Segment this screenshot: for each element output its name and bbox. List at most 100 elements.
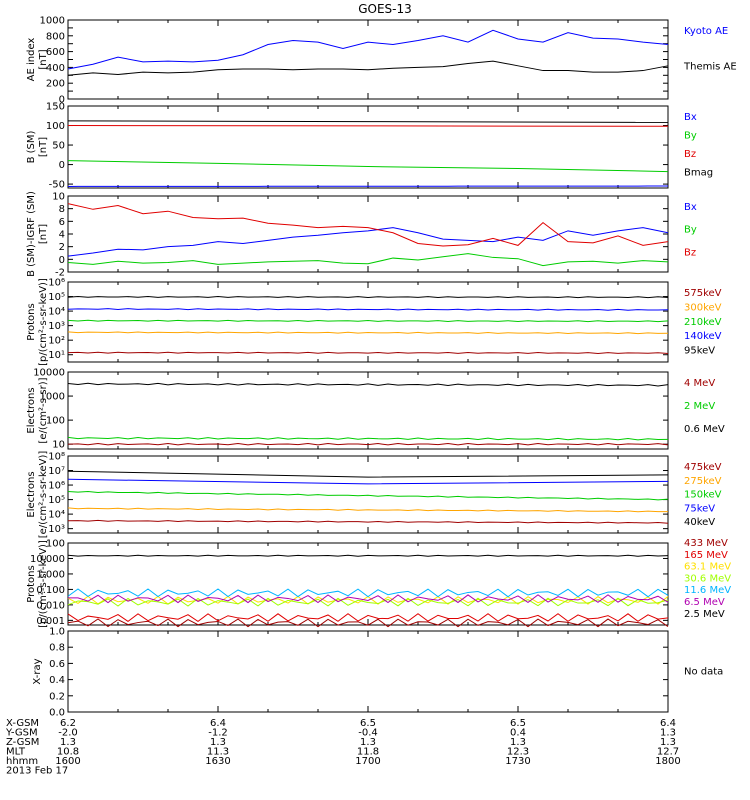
y-tick-label: 2 (59, 242, 65, 253)
y-tick-label: 1.0 (49, 627, 65, 638)
y-tick-label: -50 (49, 180, 65, 191)
ephemeris-value: 12.7 (657, 747, 679, 758)
series-line-By (67, 253, 669, 267)
ephemeris-footer: X-GSM 6.2 6.4 6.5 6.5 6.4 Y-GSM -2.0 -1.2 -0.4 0.4… (5, 718, 681, 777)
y-tick-label: 10⁴ (48, 510, 65, 521)
ephemeris-value: 1600 (55, 756, 80, 767)
series-line-300keV (67, 331, 669, 335)
ephemeris-value: 1800 (655, 756, 680, 767)
legend-entry: 75keV (684, 503, 715, 514)
ephemeris-value: 0.4 (510, 728, 526, 739)
series-line-275keV (67, 507, 669, 513)
y-tick-label: 100 (46, 416, 65, 427)
y-tick-label: 10³ (48, 524, 65, 535)
ephemeris-value: 1.3 (60, 737, 76, 748)
legend-entry: 30.6 MeV (684, 573, 731, 584)
y-tick-label: 1.000 (36, 569, 65, 580)
ephemeris-row-label: MLT (6, 747, 26, 758)
y-tick-label: 1000 (40, 16, 65, 27)
y-axis-label: [p/(cm²-s-sr-keV)] (38, 540, 49, 628)
y-tick-label: 10 (52, 440, 65, 451)
y-tick-label: 6 (59, 217, 65, 228)
y-tick-label: 8 (59, 204, 65, 215)
y-tick-label: 10⁵ (48, 292, 65, 303)
panel-frame (67, 630, 669, 713)
y-tick-label: 10 (52, 192, 65, 203)
ephemeris-value: 1.3 (360, 737, 376, 748)
panel-frame (67, 195, 669, 273)
y-tick-label: 10⁶ (48, 278, 65, 289)
ephemeris-row-label: Y-GSM (5, 728, 38, 739)
panel-frame (67, 105, 669, 189)
legend-entry: 275keV (684, 476, 722, 487)
y-axis-label: Protons (26, 565, 37, 602)
y-axis-label: B (SM) (26, 130, 37, 163)
ephemeris-value: 11.8 (357, 747, 379, 758)
legend-entry: 2 MeV (684, 401, 715, 412)
legend-entry: 6.5 MeV (684, 597, 725, 608)
ephemeris-value: 6.4 (660, 718, 676, 729)
legend-entry: 300keV (684, 302, 722, 313)
series-line-Themis-AE (67, 60, 669, 76)
series-line-475keV (67, 519, 669, 524)
legend-entry: 2.5 MeV (684, 609, 725, 620)
series-line-40keV (67, 470, 669, 478)
y-axis-label: [e/(cm²-s-sr)] (38, 377, 49, 443)
legend-entry: 475keV (684, 462, 722, 473)
ephemeris-value: 1.3 (210, 737, 226, 748)
series-line-Bz (67, 125, 669, 127)
ephemeris-value: 6.5 (510, 718, 526, 729)
y-tick-label: -2 (55, 268, 65, 279)
y-axis-label: [e/(cm²-s-sr-keV)] (38, 451, 49, 539)
ephemeris-value: 1730 (505, 756, 530, 767)
y-axis-label: [nT] (38, 224, 49, 244)
ephemeris-value: -2.0 (58, 728, 78, 739)
legend-entry: 63.1 MeV (684, 562, 731, 573)
y-tick-label: 0.6 (49, 659, 65, 670)
series-line-4-MeV (67, 442, 669, 446)
legend-entry: 40keV (684, 517, 715, 528)
y-tick-label: 0 (59, 255, 65, 266)
panel-6: 10³ 10⁴ 10⁵ 10⁶ 10⁷ 10⁸ Electrons [e/(cm²-s-sr-… (26, 451, 722, 539)
ephemeris-value: 10.8 (57, 747, 79, 758)
legend-entry: Bx (684, 112, 697, 123)
series-line-2.5-MeV (67, 554, 669, 557)
y-tick-label: 0.0 (49, 708, 65, 719)
panel-frame (67, 281, 669, 363)
y-tick-label: 1000 (40, 392, 65, 403)
y-tick-label: 0.2 (49, 691, 65, 702)
y-tick-label: 10.000 (30, 554, 65, 565)
plot-title: GOES-13 (358, 2, 412, 16)
series-line-575keV (67, 351, 669, 354)
series-line-30.6-MeV (67, 597, 669, 607)
series-line-Bmag (67, 120, 669, 123)
panel-7: 0.001 0.010 0.100 1.000 10.000 100 Protons [p/(… (26, 538, 731, 628)
legend-entry: No data (684, 667, 723, 678)
legend-entry: Bmag (684, 168, 713, 179)
legend-entry: 11.6 MeV (684, 585, 731, 596)
legend-entry: By (684, 131, 697, 142)
date-label: 2013 Feb 17 (6, 766, 68, 777)
ephemeris-value: 6.2 (60, 718, 76, 729)
ephemeris-value: 1.3 (510, 737, 526, 748)
y-tick-label: 0.100 (36, 585, 65, 596)
series-line-165-MeV (67, 613, 669, 623)
legend-entry: 95keV (684, 346, 715, 357)
legend-entry: 210keV (684, 317, 722, 328)
legend-entry: Themis AE (683, 62, 737, 73)
y-tick-label: 100 (46, 121, 65, 132)
series-line-210keV (67, 319, 669, 323)
ephemeris-value: 1700 (355, 756, 380, 767)
y-axis-label: Electrons (26, 387, 37, 433)
panel-frame (67, 19, 669, 100)
y-axis-label: X-ray (32, 658, 43, 684)
legend-entry: Kyoto AE (684, 26, 728, 37)
y-tick-label: 10⁸ (48, 452, 65, 463)
series-line-Bx (67, 227, 669, 257)
panel-3: -2 0 24 6 810 B (SM)-IGRF (SM) [nT] Bx By Bz (26, 191, 697, 278)
series-line-11.6-MeV (67, 588, 669, 598)
y-tick-label: 10³ (48, 321, 65, 332)
series-line-433-MeV (67, 618, 669, 628)
